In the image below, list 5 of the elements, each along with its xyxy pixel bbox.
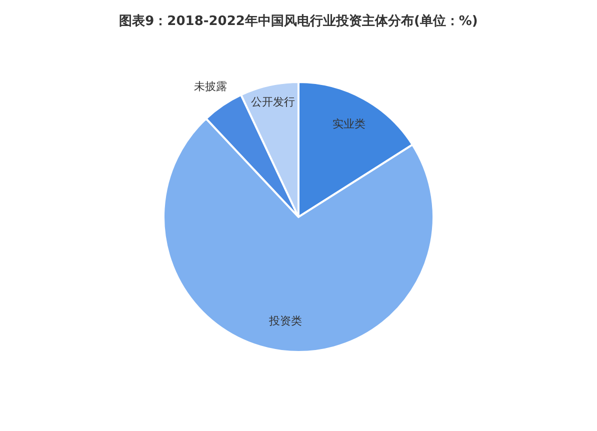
- slice-label: 公开发行: [250, 95, 295, 108]
- slice-label: 实业类: [332, 118, 366, 131]
- slice-label: 投资类: [268, 314, 302, 328]
- slice-label: 未披露: [194, 80, 227, 94]
- chart-title: 图表9：2018-2022年中国风电行业投资主体分布(单位：%): [119, 13, 478, 29]
